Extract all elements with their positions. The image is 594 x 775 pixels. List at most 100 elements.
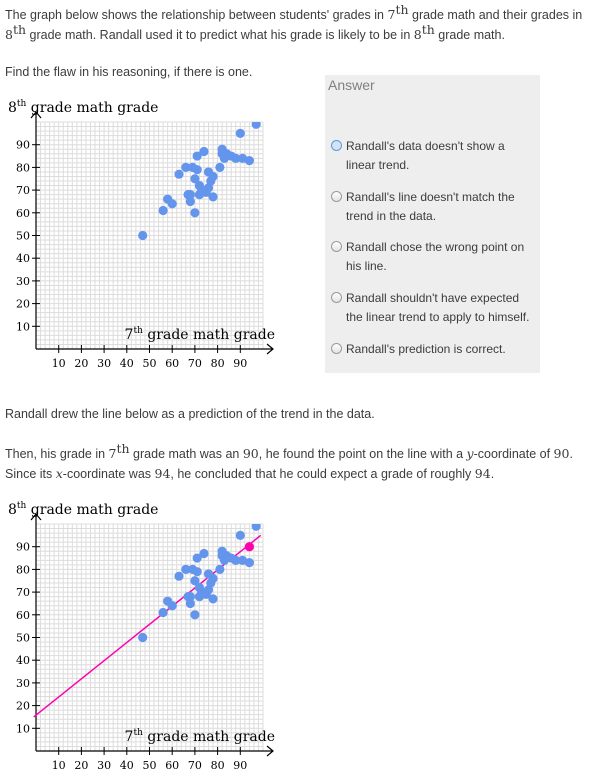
x-axis-arrow-icon bbox=[266, 745, 274, 757]
y-tick-label: 10 bbox=[16, 722, 30, 735]
choice-label: Randall chose the wrong point on his line… bbox=[346, 240, 525, 273]
data-point bbox=[185, 190, 195, 200]
y-tick-label: 30 bbox=[16, 677, 30, 690]
trend-line bbox=[33, 534, 262, 718]
data-point bbox=[199, 146, 209, 157]
data-point bbox=[235, 530, 245, 540]
y-tick-label: 50 bbox=[16, 632, 30, 645]
x-tick-label: 30 bbox=[97, 357, 111, 370]
x-tick-label: 50 bbox=[143, 759, 157, 772]
y-tick-label: 80 bbox=[16, 563, 30, 576]
y-tick-label: 70 bbox=[16, 184, 30, 197]
x-axis-arrow-icon bbox=[266, 343, 274, 355]
x-tick-label: 70 bbox=[188, 357, 202, 370]
y-tick-label: 90 bbox=[16, 541, 30, 554]
data-point bbox=[208, 594, 218, 604]
data-point bbox=[181, 162, 191, 172]
radio-selected-icon[interactable] bbox=[331, 140, 342, 151]
data-point bbox=[231, 555, 241, 565]
data-point bbox=[138, 230, 148, 241]
scatter-plot-2: 10 20 30 40 50 60 70 80 90 10 20 30 40 50 60 70 80 90 8th … bbox=[8, 501, 275, 772]
data-point bbox=[167, 199, 177, 209]
data-point bbox=[192, 567, 202, 577]
intro-text-4: grade math. bbox=[434, 28, 505, 42]
data-point bbox=[158, 205, 168, 216]
x-tick-label: 90 bbox=[233, 357, 247, 370]
x-tick-label: 40 bbox=[120, 759, 134, 772]
data-point bbox=[138, 632, 148, 643]
data-point bbox=[192, 553, 202, 563]
data-point bbox=[185, 196, 195, 207]
ordinal-suffix: th bbox=[421, 21, 435, 37]
y-tick-label: 80 bbox=[16, 161, 30, 174]
data-point bbox=[181, 564, 191, 574]
choice-label: Randall's data doesn't show a linear tren… bbox=[346, 139, 505, 172]
data-point bbox=[174, 571, 184, 581]
data-point bbox=[235, 128, 245, 138]
scatter-plot-1: 10 20 30 40 50 60 70 80 90 10 20 30 40 50 60 70 80 90 8th … bbox=[8, 99, 275, 370]
y-tick-label: 90 bbox=[16, 139, 30, 152]
data-points bbox=[138, 524, 261, 643]
data-point bbox=[244, 155, 254, 166]
intro-text-2: grade math and their grades in bbox=[408, 8, 583, 22]
y-tick-label: 50 bbox=[16, 230, 30, 243]
intro-paragraph: The graph below shows the relationship b… bbox=[5, 1, 590, 45]
y-tick-label: 40 bbox=[16, 252, 30, 265]
y-axis-label: 8th grade math grade bbox=[8, 99, 158, 116]
x-tick-label: 90 bbox=[233, 759, 247, 772]
data-point bbox=[251, 122, 261, 129]
data-point bbox=[208, 171, 218, 182]
x-tick-label: 10 bbox=[52, 759, 66, 772]
ordinal-suffix: th bbox=[12, 21, 27, 37]
intro-text-3: grade math. Randall used it to predict w… bbox=[26, 28, 414, 42]
data-point bbox=[185, 592, 195, 602]
x-tick-label: 40 bbox=[120, 357, 134, 370]
data-point bbox=[190, 576, 200, 586]
answer-title: Answer bbox=[328, 77, 375, 93]
y-tick-label: 10 bbox=[16, 320, 30, 333]
data-point bbox=[208, 192, 218, 202]
data-points bbox=[138, 122, 261, 241]
radio-icon[interactable] bbox=[331, 241, 342, 252]
y-tick-label: 60 bbox=[16, 609, 30, 622]
y-axis-arrow-icon bbox=[30, 111, 42, 119]
radio-icon[interactable] bbox=[331, 292, 342, 303]
data-point bbox=[251, 524, 261, 531]
seven-numeral: 7 bbox=[387, 7, 396, 22]
data-point bbox=[192, 151, 202, 161]
choice-label: Randall's prediction is correct. bbox=[346, 342, 506, 356]
data-point bbox=[192, 165, 202, 175]
highlight-point bbox=[244, 542, 254, 552]
y-tick-label: 20 bbox=[16, 700, 30, 713]
data-point bbox=[185, 598, 195, 609]
x-axis-label: 7th grade math grade bbox=[125, 326, 275, 343]
x-tick-label: 60 bbox=[165, 759, 179, 772]
x-tick-label: 30 bbox=[97, 759, 111, 772]
radio-icon[interactable] bbox=[331, 343, 342, 354]
radio-icon[interactable] bbox=[331, 191, 342, 202]
x-axis-label: 7th grade math grade bbox=[125, 728, 275, 745]
data-point bbox=[231, 153, 241, 163]
y-axis-arrow-icon bbox=[30, 513, 42, 521]
y-tick-label: 60 bbox=[16, 207, 30, 220]
data-point bbox=[215, 162, 225, 172]
y-tick-label: 30 bbox=[16, 275, 30, 288]
data-point bbox=[244, 557, 254, 568]
x-tick-label: 10 bbox=[52, 357, 66, 370]
x-tick-label: 20 bbox=[74, 357, 88, 370]
data-point bbox=[208, 573, 218, 584]
data-point bbox=[174, 169, 184, 179]
data-point bbox=[190, 610, 200, 620]
grid bbox=[35, 523, 264, 752]
line-intro-text: Randall drew the line below as a predict… bbox=[5, 407, 375, 421]
ordinal-suffix: th bbox=[395, 1, 409, 17]
grid bbox=[35, 121, 264, 350]
data-point bbox=[215, 564, 225, 574]
x-tick-label: 70 bbox=[188, 759, 202, 772]
choice-label: Randall shouldn't have expected the linea… bbox=[346, 291, 530, 324]
choice-label: Randall's line doesn't match the trend in… bbox=[346, 190, 515, 223]
data-point bbox=[199, 548, 209, 559]
eight-numeral: 8 bbox=[413, 27, 422, 42]
reasoning-paragraph: Then, his grade in 7th grade math was an… bbox=[5, 440, 573, 481]
y-tick-label: 20 bbox=[16, 298, 30, 311]
